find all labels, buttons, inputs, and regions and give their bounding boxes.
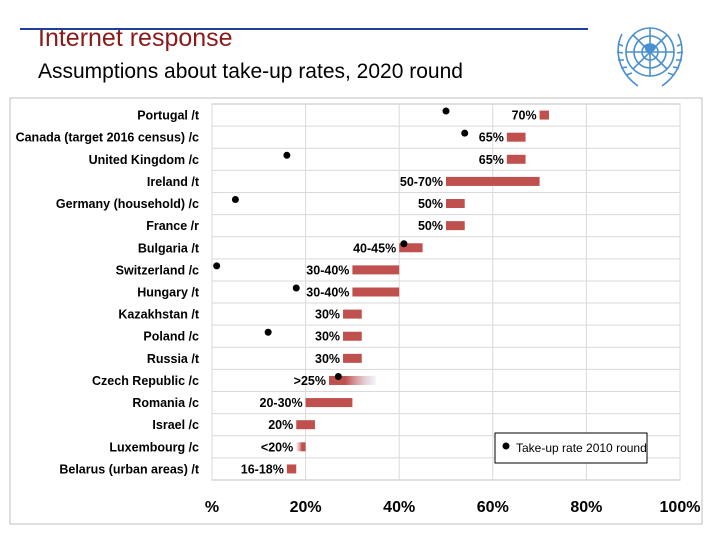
category-label: Russia /t [147,352,200,366]
x-tick-label: 40% [383,499,415,516]
range-label: 65% [479,153,504,167]
range-label: 50% [418,197,443,211]
range-label: 30-40% [306,263,349,277]
x-tick-label: 60% [477,499,509,516]
range-label: 50% [418,219,443,233]
marker-2010-round [231,196,239,204]
range-bar [506,154,526,164]
range-bar [446,176,540,186]
legend-box [494,432,648,464]
x-tick-label: 80% [570,499,602,516]
category-label: United Kingdom /c [89,153,199,167]
range-bar [539,110,549,120]
category-label: Ireland /t [147,175,200,189]
range-bar [446,199,465,209]
range-bar [286,464,297,474]
marker-2010-round [461,129,469,137]
range-label: 30% [315,330,340,344]
range-label: <20% [261,440,293,454]
range-bar [506,132,526,142]
range-label: >25% [294,374,326,388]
range-bar [329,375,376,385]
range-bar [343,309,362,319]
category-label: Hungary /t [137,286,200,300]
range-label: 30-40% [306,286,349,300]
legend-label: Take-up rate 2010 round [516,441,647,455]
page-subtitle: Assumptions about take-up rates, 2020 ro… [38,60,463,83]
range-label: 30% [315,352,340,366]
range-bar [343,331,362,341]
category-label: Canada (target 2016 census) /c [16,131,199,145]
title-underline [20,28,588,30]
marker-2010-round [292,284,300,292]
range-bar [352,265,400,275]
range-label: 20-30% [260,396,303,410]
un-emblem-icon [616,27,684,87]
range-bar [399,243,423,253]
category-label: Poland /c [143,330,199,344]
range-label: 65% [479,131,504,145]
range-bar [296,442,306,452]
category-label: Portugal /t [137,109,200,123]
category-label: Romania /c [132,396,199,410]
range-bar [305,398,353,408]
marker-2010-round [213,262,221,270]
range-bar [446,221,465,231]
marker-2010-round [283,151,291,159]
category-label: Czech Republic /c [92,374,199,388]
category-label: France /r [146,219,199,233]
x-tick-label: 100% [660,499,701,516]
category-label: Switzerland /c [116,263,199,277]
marker-2010-round [400,240,408,248]
category-label: Kazakhstan /t [118,308,199,322]
category-label: Israel /c [152,418,199,432]
category-label: Germany (household) /c [56,197,199,211]
range-label: 50-70% [400,175,443,189]
x-tick-label: 20% [290,499,322,516]
category-label: Belarus (urban areas) /t [59,462,199,476]
chart-border [9,97,703,525]
category-label: Bulgaria /t [138,241,200,255]
marker-2010-round [442,107,450,115]
x-tick-label: % [205,499,219,516]
range-label: 40-45% [353,241,396,255]
range-bar [296,420,315,430]
range-label: 30% [315,308,340,322]
range-label: 70% [512,109,537,123]
range-bar [343,353,362,363]
chart-container: 70% 65% 65% 50-70% 50% 50% 40-45% 30-40% 30-40% 3… [6,96,706,526]
range-label: 16-18% [241,462,284,476]
marker-2010-round [264,328,272,336]
take-up-rate-chart: 70% 65% 65% 50-70% 50% 50% 40-45% 30-40% 30-40% 3… [9,97,703,525]
legend-marker [502,442,510,450]
range-bar [352,287,400,297]
category-label: Luxembourg /c [109,440,199,454]
marker-2010-round [334,372,342,380]
range-label: 20% [268,418,293,432]
